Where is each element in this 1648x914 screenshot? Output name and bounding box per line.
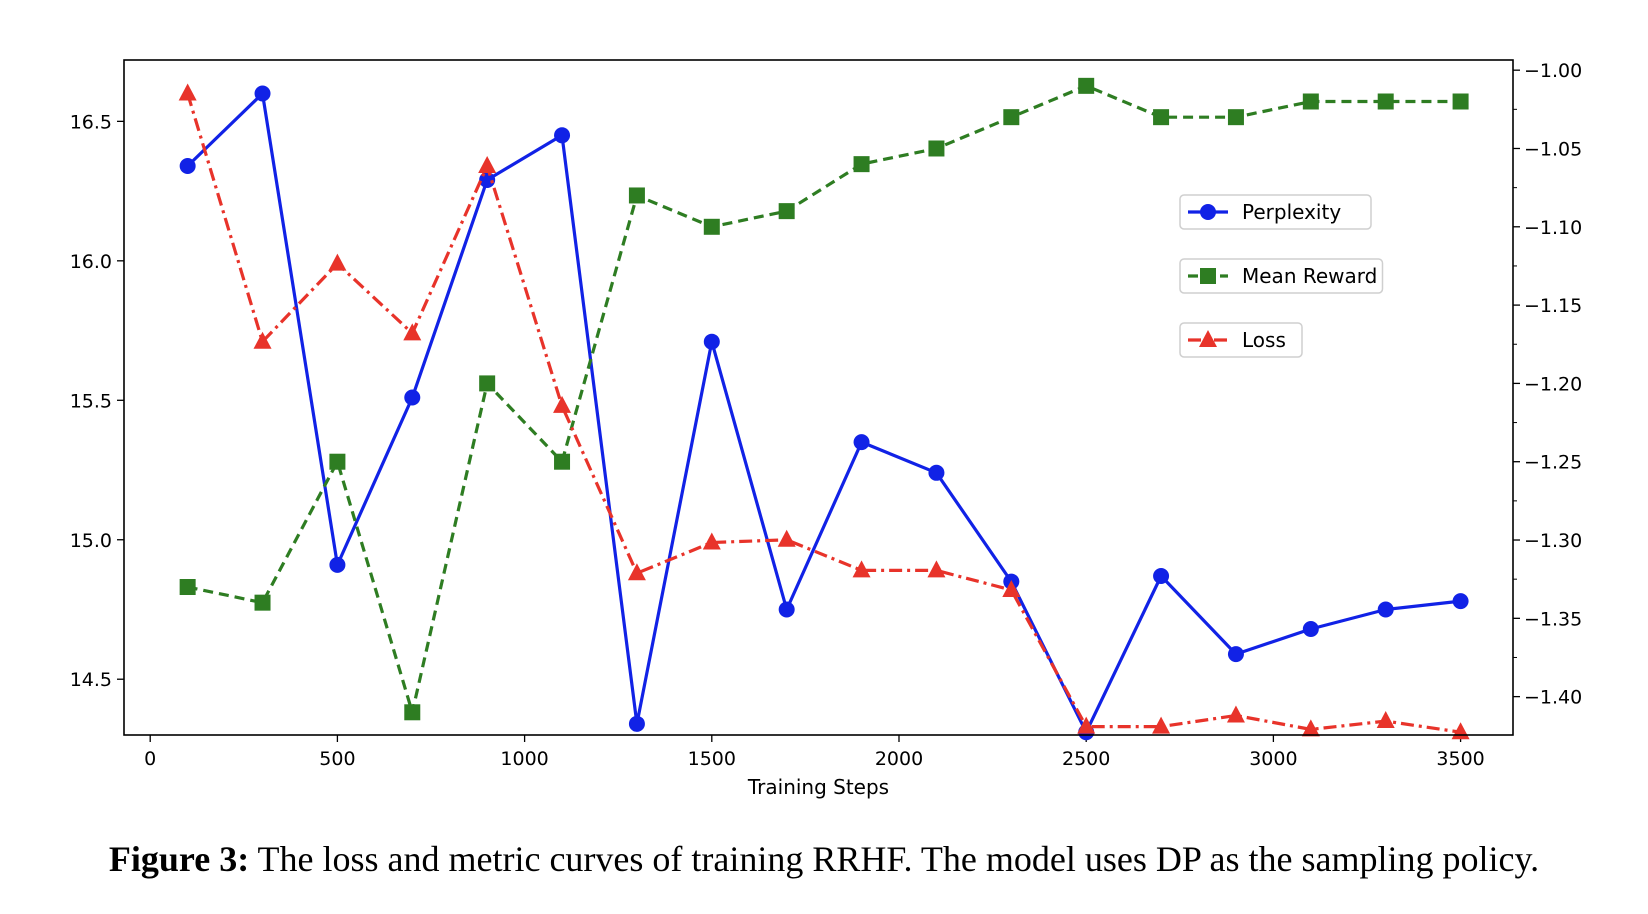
loss-point (328, 253, 347, 271)
right-y-tick-label: −1.05 (1524, 138, 1582, 160)
loss-point (702, 532, 721, 550)
mean-reward-point (1153, 109, 1170, 126)
loss-point (1376, 711, 1395, 729)
legend-mean-reward-label: Mean Reward (1242, 264, 1377, 288)
mean-reward-point (1377, 93, 1394, 110)
right-y-tick-label: −1.30 (1524, 530, 1582, 552)
x-tick-label: 1500 (688, 748, 736, 770)
loss-point (403, 323, 422, 341)
mean-reward-point (1227, 109, 1244, 126)
mean-reward-point (1452, 93, 1469, 110)
legend-perplexity-box (1179, 194, 1372, 230)
right-y-tick-label: −1.00 (1524, 60, 1582, 82)
left-y-tick-label: 16.5 (70, 111, 112, 133)
perplexity-point (853, 434, 870, 451)
perplexity-point (778, 601, 795, 618)
loss-point (1301, 719, 1320, 737)
legend-mean-reward-box (1179, 258, 1384, 294)
right-y-tick-label: −1.35 (1524, 608, 1582, 630)
mean-reward-point (628, 187, 645, 204)
x-tick-label: 2500 (1062, 748, 1110, 770)
perplexity-point (554, 127, 571, 144)
x-tick-label: 3500 (1436, 748, 1484, 770)
plot-frame (123, 59, 1514, 736)
x-tick-label: 2000 (875, 748, 923, 770)
legend-loss-box (1179, 322, 1303, 358)
loss-point (1002, 579, 1021, 597)
left-y-tick-label: 14.5 (70, 669, 112, 691)
mean-reward-point (1302, 93, 1319, 110)
loss-point (553, 395, 572, 413)
x-axis-label: Training Steps (747, 775, 889, 799)
perplexity-point (1302, 621, 1319, 638)
mean-reward-point (554, 453, 571, 470)
mean-reward-point (254, 594, 271, 611)
right-y-tick-label: −1.20 (1524, 373, 1582, 395)
perplexity-point (928, 464, 945, 481)
x-tick-label: 500 (319, 748, 355, 770)
perplexity-line (186, 91, 1461, 734)
loss-point (1152, 716, 1171, 734)
mean-reward-point (1003, 109, 1020, 126)
perplexity-point (1153, 568, 1170, 585)
loss-point (852, 560, 871, 578)
perplexity-point (1452, 593, 1469, 610)
mean-reward-point (928, 140, 945, 157)
perplexity-point (254, 85, 271, 102)
legend-perplexity-marker (1200, 204, 1216, 220)
mean-reward-point (179, 579, 196, 596)
loss-point (253, 331, 272, 349)
loss-point (1077, 716, 1096, 734)
perplexity-point (179, 157, 196, 174)
caption-label: Figure 3: (108, 839, 250, 879)
right-y-tick-label: −1.10 (1524, 217, 1582, 239)
right-y-tick-label: −1.15 (1524, 295, 1582, 317)
right-y-tick-label: −1.40 (1524, 687, 1582, 709)
chart: 0 500 1000 1500 2000 2500 3000 3500 Training Ste… (70, 59, 1582, 799)
loss-point (627, 563, 646, 581)
figure-caption: Figure 3: The loss and metric curves of … (0, 838, 1648, 880)
plot-area: 0 500 1000 1500 2000 2500 3000 3500 Training Ste… (70, 59, 1582, 799)
perplexity-point (1227, 646, 1244, 663)
right-y-tick-label: −1.25 (1524, 452, 1582, 474)
mean-reward-line (187, 84, 1461, 714)
perplexity-point (628, 715, 645, 732)
loss-point (1226, 705, 1245, 723)
left-y-tick-label: 15.0 (70, 530, 112, 552)
perplexity-point (1377, 601, 1394, 618)
loss-point (178, 83, 197, 101)
x-tick-label: 1000 (500, 748, 548, 770)
legend-loss-label: Loss (1242, 328, 1286, 352)
legend-loss-marker (1199, 330, 1217, 347)
left-y-tick-label: 16.0 (70, 251, 112, 273)
loss-point (777, 529, 796, 547)
mean-reward-point (853, 156, 870, 173)
x-tick-label: 3000 (1249, 748, 1297, 770)
left-y-tick-label: 15.5 (70, 390, 112, 412)
loss-line (186, 93, 1461, 734)
mean-reward-point (404, 704, 421, 721)
perplexity-point (703, 333, 720, 350)
legend-mean-reward-marker (1200, 268, 1216, 284)
mean-reward-point (479, 375, 496, 392)
legend-perplexity-label: Perplexity (1242, 200, 1341, 224)
loss-point (478, 155, 497, 173)
mean-reward-point (778, 203, 795, 220)
mean-reward-point (329, 453, 346, 470)
loss-point (927, 560, 946, 578)
caption-text: The loss and metric curves of training R… (249, 839, 1540, 879)
perplexity-point (404, 389, 421, 406)
mean-reward-point (1078, 77, 1095, 94)
mean-reward-point (703, 218, 720, 235)
x-tick-label: 0 (144, 748, 156, 770)
perplexity-point (329, 556, 346, 573)
